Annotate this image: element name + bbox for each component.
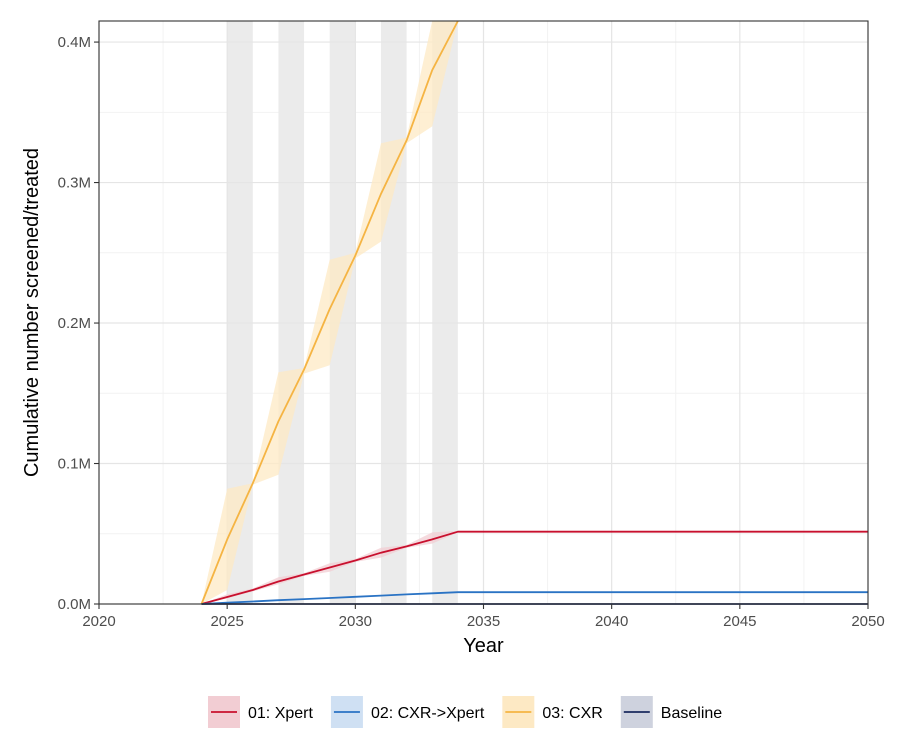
shaded-period: [432, 21, 458, 604]
y-tick-label: 0.0M: [58, 596, 91, 613]
x-tick-label: 2045: [723, 613, 756, 630]
legend: 01: Xpert 02: CXR->Xpert 03: CXR Baseline: [208, 696, 722, 728]
y-tick-label: 0.2M: [58, 315, 91, 332]
x-tick-label: 2050: [851, 613, 884, 630]
x-axis-title: Year: [463, 635, 504, 657]
y-axis-ticks: 0.0M 0.1M 0.2M 0.3M 0.4M: [58, 34, 99, 613]
legend-label-03-cxr: 03: CXR: [542, 705, 602, 722]
y-axis-title: Cumulative number screened/treated: [21, 148, 43, 477]
line-02-cxr-xpert: [201, 591, 868, 605]
x-tick-label: 2030: [339, 613, 372, 630]
band-01-xpert: [201, 530, 868, 604]
y-tick-label: 0.3M: [58, 175, 91, 192]
x-tick-label: 2020: [82, 613, 115, 630]
x-tick-label: 2025: [210, 613, 243, 630]
legend-label-baseline: Baseline: [661, 705, 722, 722]
line-03-cxr: [200, 20, 459, 605]
legend-label-02-cxr-xpert: 02: CXR->Xpert: [371, 705, 485, 722]
y-tick-label: 0.4M: [58, 34, 91, 51]
x-axis-ticks: 2020 2025 2030 2035 2040 2045 2050: [82, 604, 885, 630]
x-tick-label: 2035: [467, 613, 500, 630]
shaded-period: [380, 21, 407, 604]
x-tick-label: 2040: [595, 613, 628, 630]
legend-label-01-xpert: 01: Xpert: [248, 705, 313, 722]
y-tick-label: 0.1M: [58, 456, 91, 473]
shaded-period: [278, 21, 305, 604]
line-01-xpert: [201, 530, 868, 605]
